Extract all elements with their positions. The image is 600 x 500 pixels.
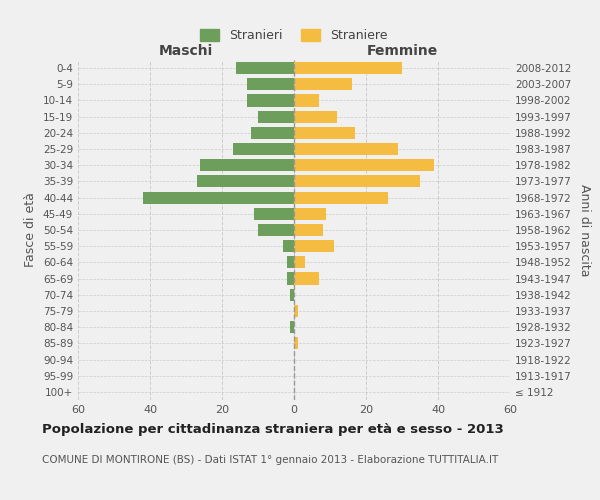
Bar [294, 256, 305, 268]
Bar [233, 143, 294, 155]
Bar [254, 208, 294, 220]
Bar [247, 94, 294, 106]
Bar [247, 78, 294, 90]
Text: Femmine: Femmine [367, 44, 437, 58]
Bar [294, 224, 323, 236]
Bar [294, 272, 319, 284]
Bar [294, 305, 298, 317]
Legend: Stranieri, Straniere: Stranieri, Straniere [197, 26, 391, 46]
Bar [287, 272, 294, 284]
Bar [287, 256, 294, 268]
Bar [294, 240, 334, 252]
Bar [143, 192, 294, 203]
Bar [258, 110, 294, 122]
Bar [197, 176, 294, 188]
Bar [294, 127, 355, 139]
Bar [236, 62, 294, 74]
Bar [294, 94, 319, 106]
Text: COMUNE DI MONTIRONE (BS) - Dati ISTAT 1° gennaio 2013 - Elaborazione TUTTITALIA.: COMUNE DI MONTIRONE (BS) - Dati ISTAT 1°… [42, 455, 498, 465]
Text: Maschi: Maschi [159, 44, 213, 58]
Bar [200, 159, 294, 172]
Bar [283, 240, 294, 252]
Bar [290, 321, 294, 333]
Bar [294, 176, 420, 188]
Y-axis label: Fasce di età: Fasce di età [25, 192, 37, 268]
Y-axis label: Anni di nascita: Anni di nascita [578, 184, 591, 276]
Text: Popolazione per cittadinanza straniera per età e sesso - 2013: Popolazione per cittadinanza straniera p… [42, 422, 504, 436]
Bar [294, 208, 326, 220]
Bar [251, 127, 294, 139]
Bar [258, 224, 294, 236]
Bar [294, 62, 402, 74]
Bar [294, 143, 398, 155]
Bar [290, 288, 294, 301]
Bar [294, 159, 434, 172]
Bar [294, 110, 337, 122]
Bar [294, 78, 352, 90]
Bar [294, 192, 388, 203]
Bar [294, 338, 298, 349]
